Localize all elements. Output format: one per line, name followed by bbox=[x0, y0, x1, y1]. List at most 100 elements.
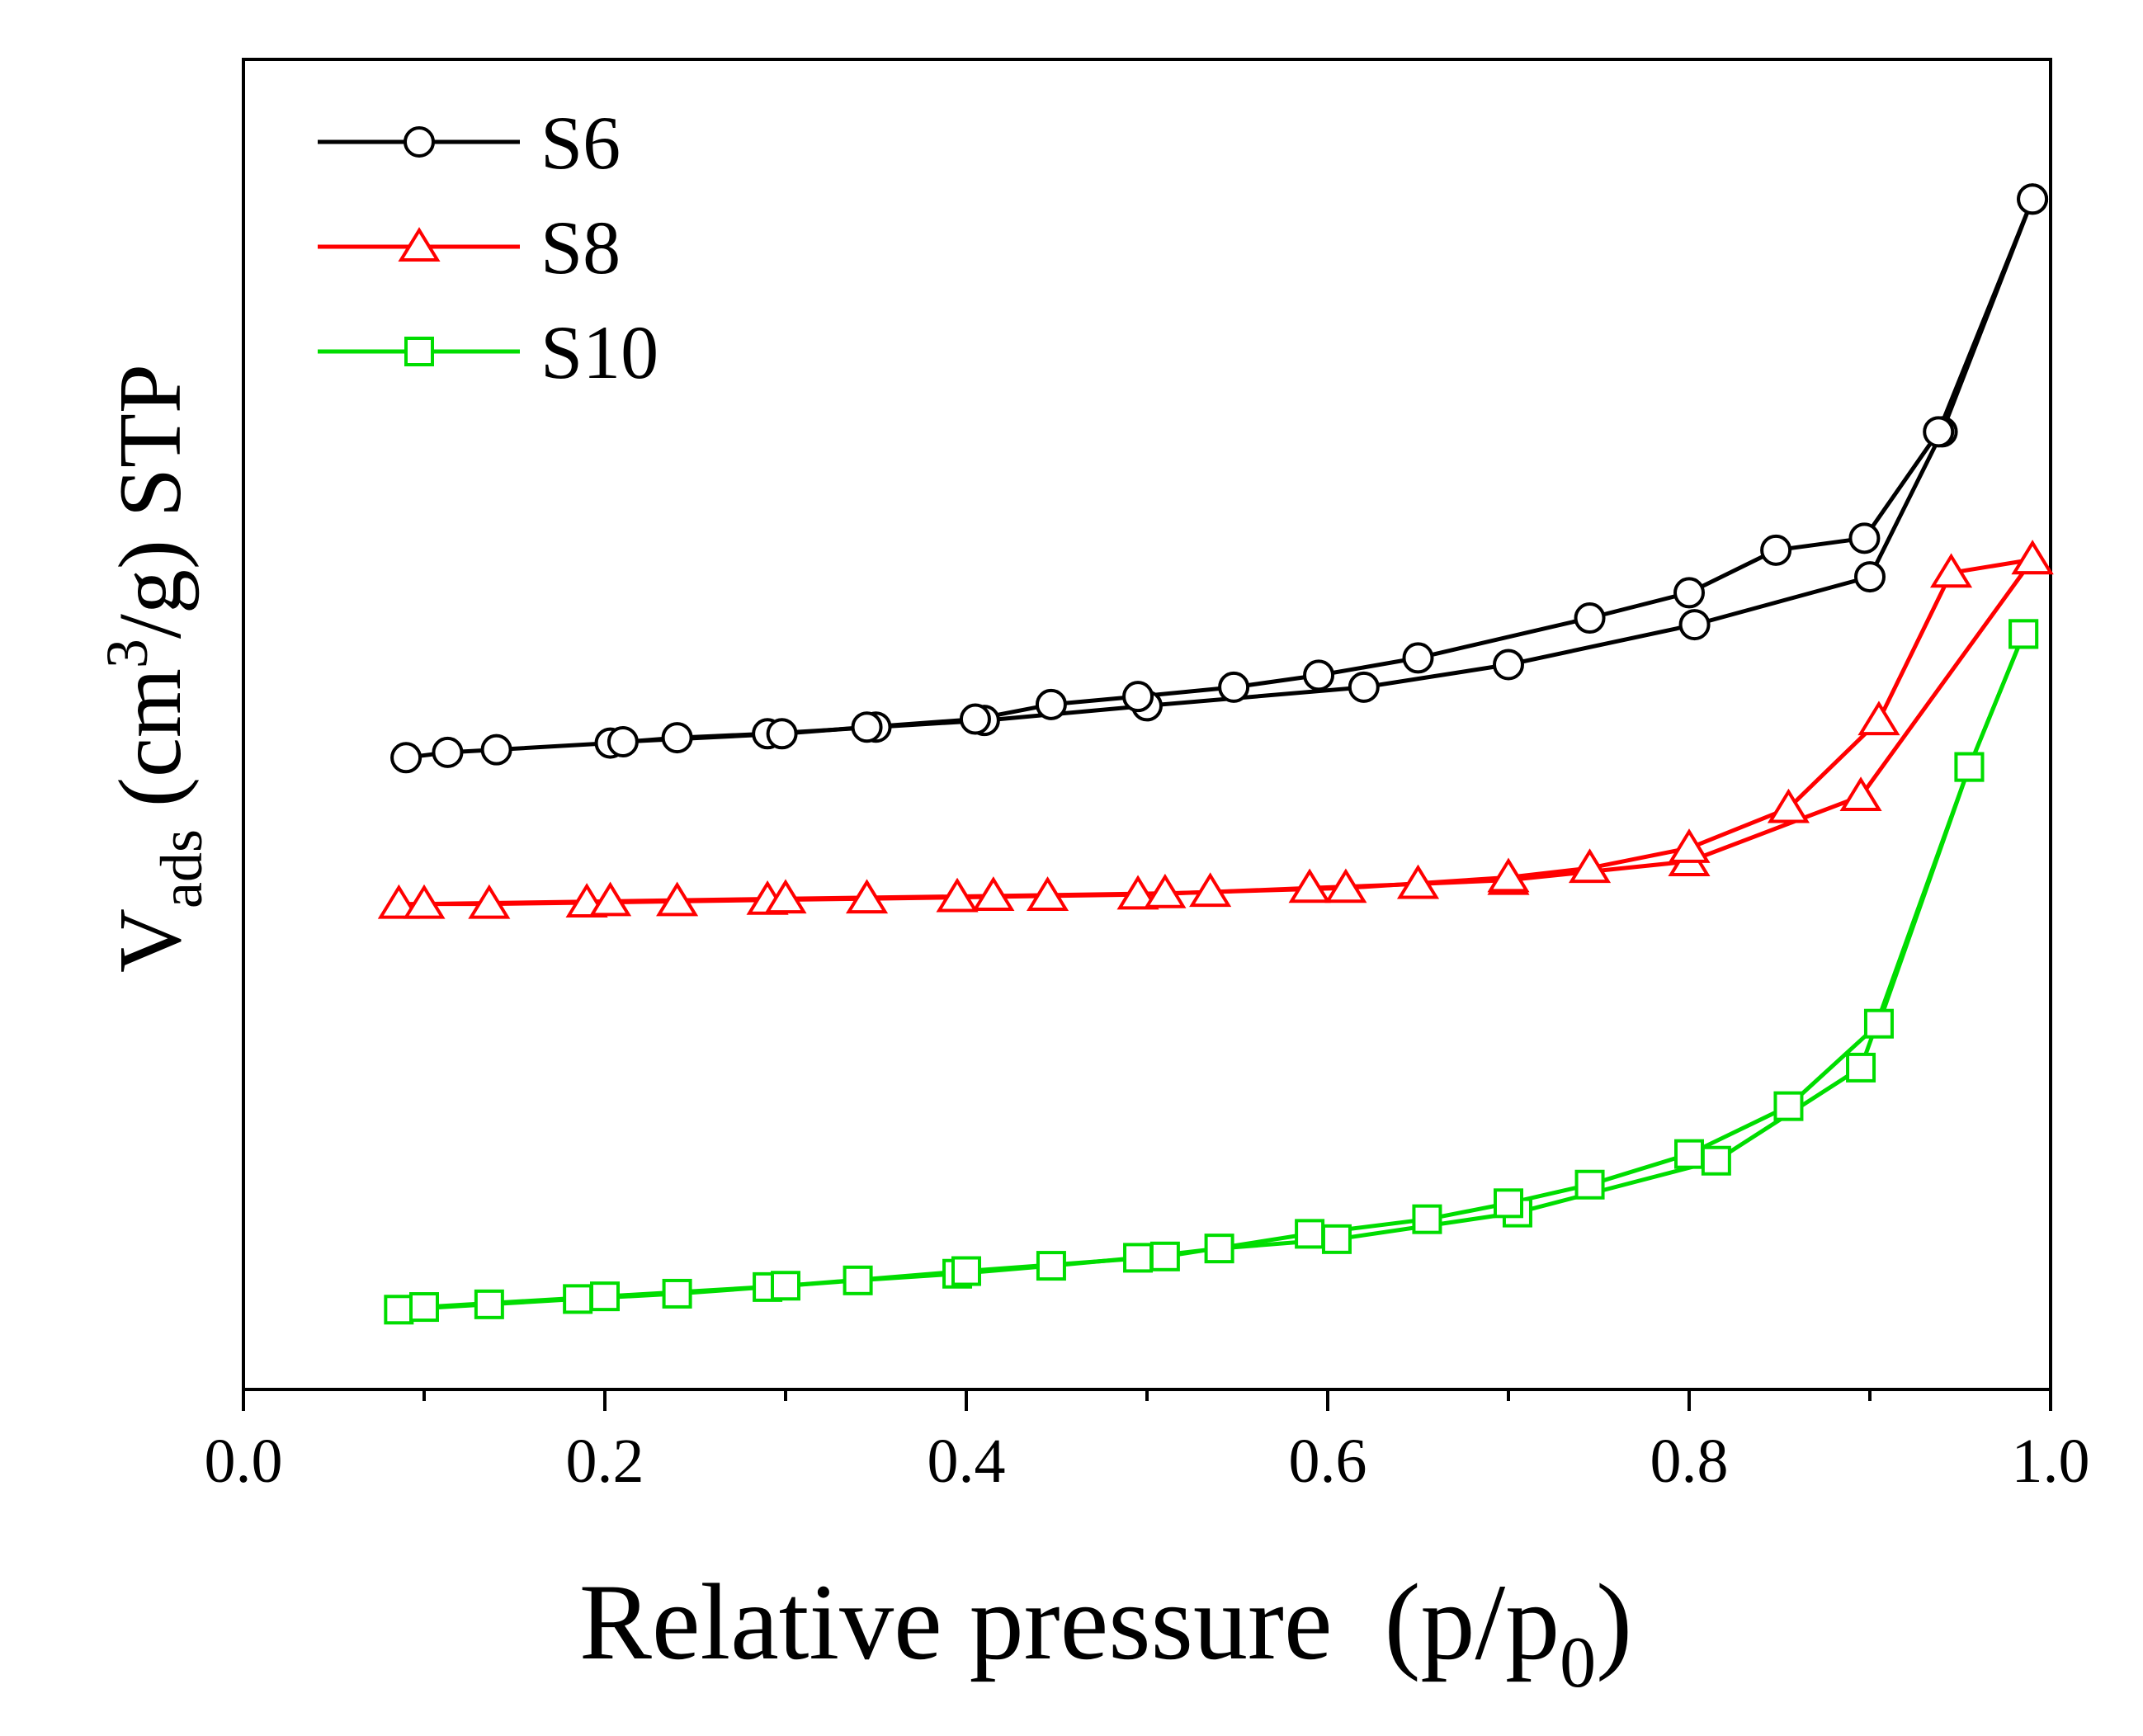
series-S8-adsorption-point-14 bbox=[1839, 776, 1882, 812]
series-S6-desorption-point-11 bbox=[959, 703, 991, 735]
series-S6-desorption-point-9 bbox=[1122, 681, 1154, 713]
series-S10-desorption-point-1 bbox=[1954, 752, 1985, 782]
series-S6-adsorption-line bbox=[405, 198, 2035, 760]
series-S10-adsorption-point-3 bbox=[662, 1278, 692, 1309]
series-S10-desorption-point-8 bbox=[1295, 1219, 1325, 1249]
series-S10-desorption-point-5 bbox=[1574, 1169, 1605, 1200]
series-S6-desorption-point-3 bbox=[1760, 534, 1792, 566]
series-S10-adsorption-point-9 bbox=[1204, 1234, 1234, 1264]
series-S8-adsorption-point-8 bbox=[1116, 875, 1159, 910]
series-S8-adsorption-point-7 bbox=[1026, 876, 1069, 911]
series-S8-desorption-point-12 bbox=[403, 884, 446, 919]
series-S8-adsorption-point-3 bbox=[656, 881, 699, 917]
x-tick-label-4: 0.8 bbox=[1650, 1427, 1729, 1496]
y-axis-title-superscript: 3 bbox=[94, 639, 160, 668]
series-S6-adsorption-point-4 bbox=[661, 722, 693, 754]
series-S8 bbox=[377, 540, 2054, 919]
series-S8-desorption-point-11 bbox=[589, 881, 632, 917]
series-S10-desorption-point-10 bbox=[951, 1256, 981, 1286]
series-S10-adsorption-point-1 bbox=[474, 1289, 504, 1319]
series-S6-desorption-point-2 bbox=[1848, 522, 1881, 554]
plot-area: 0.0 0.2 0.4 0.6 0.8 1.0 bbox=[205, 58, 2090, 1496]
x-tick-label-2: 0.4 bbox=[928, 1427, 1006, 1496]
series-S10-adsorption-line bbox=[399, 633, 2026, 1312]
series-S6-desorption-point-10 bbox=[1035, 688, 1067, 720]
series-S10-desorption-point-9 bbox=[1149, 1241, 1180, 1271]
series-S8-adsorption-point-1 bbox=[468, 884, 511, 919]
series-S8-desorption-point-3 bbox=[1767, 788, 1810, 823]
legend: S6 S8 S10 bbox=[318, 101, 658, 394]
legend-marker-S8 bbox=[398, 227, 441, 262]
series-S8-desorption-point-9 bbox=[972, 876, 1015, 911]
series-S8-desorption-point-10 bbox=[764, 879, 807, 914]
x-axis-title-end: ) bbox=[1596, 1561, 1632, 1682]
series-S10-adsorption-point-8 bbox=[1123, 1243, 1154, 1273]
x-tick-label-0: 0.0 bbox=[205, 1427, 283, 1496]
y-axis-title-unit-end: /g) STP bbox=[101, 364, 200, 639]
y-axis-title: Vads (cm3/g) STP bbox=[94, 364, 215, 973]
series-S10-desorption-point-0 bbox=[2008, 619, 2039, 649]
series-S8-desorption-point-1 bbox=[1929, 553, 1973, 588]
series-S8-adsorption-point-6 bbox=[936, 877, 979, 913]
series-S10-desorption-point-11 bbox=[771, 1271, 800, 1301]
series-S8-desorption-point-0 bbox=[2011, 540, 2054, 575]
series-S8-desorption-point-8 bbox=[1144, 873, 1187, 908]
series-S6-desorption-point-1 bbox=[1923, 416, 1955, 448]
series-S10-desorption-point-12 bbox=[590, 1281, 620, 1312]
x-axis-title-main: Relative pressure bbox=[579, 1561, 1333, 1682]
series-S10-adsorption-point-5 bbox=[843, 1265, 873, 1295]
x-axis-title-unit: (p/p bbox=[1385, 1561, 1560, 1682]
series-S10-adsorption-point-7 bbox=[1036, 1251, 1066, 1281]
legend-label-S6: S6 bbox=[540, 101, 621, 185]
legend-marker-S6 bbox=[404, 126, 435, 158]
series-S10-desorption-line bbox=[423, 633, 2026, 1309]
legend-label-S8: S8 bbox=[540, 205, 621, 290]
y-axis-title-unit: (cm bbox=[101, 668, 200, 829]
legend-item-S8: S8 bbox=[318, 205, 621, 290]
series-S6-adsorption-point-11 bbox=[1678, 609, 1711, 641]
series-S6-desorption-point-7 bbox=[1303, 659, 1335, 691]
x-tick-label-3: 0.6 bbox=[1289, 1427, 1367, 1496]
series-S6-adsorption-point-10 bbox=[1493, 649, 1524, 681]
series-S8-desorption-point-6 bbox=[1487, 857, 1530, 893]
plot-frame bbox=[242, 58, 2052, 1391]
series-S8-desorption-point-2 bbox=[1857, 701, 1900, 736]
series-S10-adsorption-point-10 bbox=[1321, 1224, 1352, 1254]
series-S8-desorption-point-5 bbox=[1568, 848, 1612, 884]
series-S8-desorption-point-7 bbox=[1324, 868, 1367, 903]
x-axis-title: Relative pressure (p/p0) bbox=[579, 1561, 1632, 1703]
series-S8-adsorption-line bbox=[399, 558, 2035, 907]
series-S6-adsorption-point-9 bbox=[1348, 671, 1380, 703]
legend-marker-S10 bbox=[404, 337, 434, 366]
series-S6-desorption-point-4 bbox=[1673, 577, 1705, 609]
series-S10-adsorption-point-12 bbox=[1701, 1145, 1731, 1176]
series-S8-adsorption-point-5 bbox=[845, 879, 889, 914]
series-S10-desorption-point-2 bbox=[1863, 1008, 1894, 1039]
series-S6 bbox=[390, 183, 2049, 774]
series-S8-desorption-point-4 bbox=[1668, 828, 1711, 863]
y-axis-title-main: V bbox=[101, 908, 200, 973]
series-S10 bbox=[384, 619, 2039, 1325]
series-S8-adsorption-point-0 bbox=[377, 884, 420, 919]
series-S6-desorption-point-0 bbox=[2017, 183, 2049, 215]
series-S10-adsorption-point-2 bbox=[563, 1284, 593, 1314]
series-S10-adsorption-point-0 bbox=[384, 1295, 414, 1325]
series-S6-adsorption-point-12 bbox=[1854, 561, 1886, 593]
series-S6-desorption-point-8 bbox=[1218, 671, 1250, 703]
series-S6-desorption-line bbox=[622, 198, 2035, 744]
x-axis-ticks: 0.0 0.2 0.4 0.6 0.8 1.0 bbox=[205, 1389, 2090, 1496]
series-S6-desorption-point-6 bbox=[1402, 642, 1434, 674]
x-axis-title-subscript: 0 bbox=[1560, 1623, 1596, 1703]
legend-item-S10: S10 bbox=[318, 310, 658, 394]
series-S10-desorption-point-7 bbox=[1412, 1204, 1442, 1234]
series-layer bbox=[377, 183, 2054, 1325]
y-axis-title-subscript: ads bbox=[149, 829, 215, 908]
series-S6-adsorption-point-0 bbox=[390, 742, 422, 774]
series-S8-adsorption-point-9 bbox=[1189, 872, 1232, 908]
series-S8-adsorption-point-11 bbox=[1396, 864, 1440, 899]
legend-label-S10: S10 bbox=[540, 310, 658, 394]
x-tick-label-5: 1.0 bbox=[2012, 1427, 2090, 1496]
series-S10-desorption-point-13 bbox=[409, 1292, 439, 1323]
series-S6-adsorption-point-1 bbox=[432, 736, 464, 768]
